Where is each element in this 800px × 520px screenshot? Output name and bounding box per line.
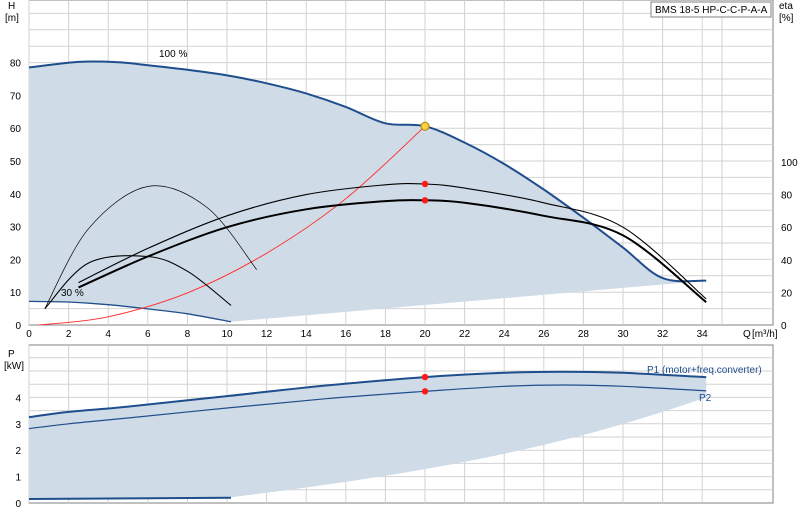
eta-axis-label: eta [779, 1, 793, 12]
x-tick-label: 24 [499, 329, 511, 340]
eta-tick-label: 80 [781, 191, 793, 202]
head-tick-label: 10 [10, 288, 22, 299]
head-axis-unit: [m] [5, 13, 19, 24]
eta-tick-label: 0 [781, 321, 787, 332]
x-tick-label: 0 [26, 329, 32, 340]
curve-label-30: 30 % [61, 288, 84, 299]
duty-points [420, 121, 430, 395]
power-curve-30 [28, 496, 232, 500]
duty-point-power-1 [421, 388, 429, 395]
power-tick-label: 4 [15, 393, 21, 404]
eta-curve-100-a [78, 183, 707, 300]
x-tick-label: 30 [617, 329, 629, 340]
curves [28, 60, 707, 500]
eta-axis-unit: [%] [779, 13, 794, 24]
duty-point-head-0 [420, 121, 430, 131]
eta-tick-label: 100 [781, 158, 798, 169]
power-tick-label: 0 [15, 499, 21, 510]
head-tick-label: 0 [15, 321, 21, 332]
x-tick-label: 2 [66, 329, 72, 340]
x-tick-label: 6 [145, 329, 151, 340]
chart-title: BMS 18-5 HP-C-C-P-A-A [655, 5, 768, 16]
x-tick-label: 18 [380, 329, 392, 340]
head-curve-100 [28, 60, 707, 283]
flow-axis-unit: [m³/h] [752, 329, 778, 340]
series-label-p2: P2 [699, 393, 712, 404]
flow-axis-label: Q [743, 329, 751, 340]
x-tick-label: 8 [185, 329, 191, 340]
head-axis-label: H [8, 1, 15, 12]
duty-point-power-0 [421, 373, 429, 381]
x-tick-label: 12 [261, 329, 273, 340]
head-curve-30 [28, 300, 232, 323]
power-axis-unit: [kW] [4, 361, 24, 372]
head-tick-label: 60 [10, 124, 22, 135]
power-curve-p2 [28, 384, 707, 430]
head-tick-label: 40 [10, 190, 22, 201]
head-tick-label: 70 [10, 91, 22, 102]
head-tick-label: 80 [10, 59, 22, 70]
eta-tick-label: 60 [781, 223, 793, 234]
x-tick-label: 16 [340, 329, 352, 340]
tick-labels: 0 2 4 6 8 10 12 14 16 18 20 22 24 26 28 30 32 34010203040… [10, 59, 798, 510]
eta-curve-30-b [44, 185, 257, 309]
x-tick-label: 14 [301, 329, 313, 340]
x-tick-label: 28 [578, 329, 590, 340]
power-axis-label: P [8, 349, 15, 360]
head-tick-label: 20 [10, 255, 22, 266]
x-tick-label: 4 [105, 329, 111, 340]
power-tick-label: 2 [15, 446, 21, 457]
power-operating-area [29, 371, 707, 499]
eta-tick-label: 40 [781, 256, 793, 267]
eta-tick-label: 20 [781, 288, 793, 299]
x-tick-label: 20 [419, 329, 431, 340]
x-tick-label: 10 [221, 329, 233, 340]
head-tick-label: 30 [10, 223, 22, 234]
x-tick-label: 34 [697, 329, 709, 340]
power-curve-p1 [28, 370, 707, 419]
system-curve [38, 125, 426, 326]
series-label-p1: P1 (motor+freq.converter) [647, 365, 762, 376]
x-tick-label: 26 [538, 329, 550, 340]
operating-areas [29, 61, 707, 499]
head-operating-area [29, 61, 707, 322]
x-tick-label: 32 [657, 329, 669, 340]
eta-curve-100-b [78, 199, 707, 303]
power-tick-label: 1 [15, 473, 21, 484]
eta-curve-30-a [44, 255, 232, 310]
x-tick-label: 22 [459, 329, 471, 340]
title-box [650, 1, 772, 18]
power-tick-label: 3 [15, 420, 21, 431]
curve-label-100: 100 % [159, 49, 187, 60]
head-tick-label: 50 [10, 157, 22, 168]
duty-point-head-2 [421, 197, 429, 204]
duty-point-head-1 [421, 180, 429, 188]
